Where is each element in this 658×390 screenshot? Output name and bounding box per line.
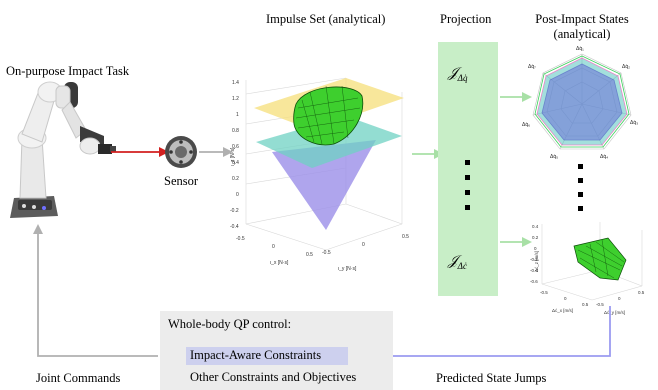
impulse-x-tick: 0 [272,244,275,250]
velocity-z-tick: 0.4 [532,224,539,229]
robot-arm-illustration [10,81,116,218]
velocity-plot: 0.4 0.2 0 -0.2 -0.4 -0.6 -0.5 0 0.5 0.5 … [530,222,645,315]
radar-axis-label: Δq̇₅ [550,154,558,160]
impulse-z-tick: 1.4 [232,80,239,86]
impulse-z-tick: 0.6 [232,144,239,150]
velocity-x-tick: 0 [564,296,567,301]
radar-axis-label: Δq̇₃ [630,120,638,126]
impulse-z-tick: 1.2 [232,96,239,102]
radar-plot: Δq̇₁ Δq̇₂ Δq̇₃ Δq̇₄ Δq̇₅ Δq̇₆ Δq̇₇ [522,46,638,160]
impulse-z-tick: 0.4 [232,160,239,166]
velocity-x-tick: 0.5 [582,302,589,307]
velocity-y-axis-label: Δċ_y [m/s] [604,310,625,315]
radar-axis-label: Δq̇₂ [622,64,630,70]
impulse-y-tick: 0 [362,242,365,248]
sensor-illustration [165,136,197,168]
sensor-to-impulse-arrow [199,147,233,157]
velocity-z-tick: -0.6 [530,279,538,284]
impact-aware-highlight [186,347,348,365]
other-constraints: Other Constraints and Objectives [190,370,357,384]
projection-to-radar-arrow [500,92,532,102]
impulse-set-label: Impulse Set (analytical) [266,12,386,26]
projection-box: 𝒥Δq̇ 𝒥Δċ [438,42,498,296]
radar-axis-label: Δq̇₄ [600,154,608,160]
radar-axis-label: Δq̇₇ [528,64,536,70]
velocity-z-tick: -0.2 [530,257,538,262]
post-impact-title-line1: Post-Impact States [535,12,629,26]
states-ellipsis [578,164,583,211]
joint-commands-arrow [33,224,158,357]
impulse-z-tick: 0.8 [232,128,239,134]
task-label: On-purpose Impact Task [6,64,130,78]
projection-top-operator: 𝒥Δq̇ [448,66,468,83]
velocity-x-axis-label: Δċ_x [m/s] [552,308,573,313]
sensor-label: Sensor [164,174,199,188]
velocity-z-tick: 0.2 [532,235,539,240]
joint-commands-label: Joint Commands [36,371,121,385]
projection-label: Projection [440,12,492,26]
impulse-z-tick: -0.4 [230,224,239,230]
velocity-y-tick: -0.5 [596,302,604,307]
impulse-y-tick: 0.5 [402,234,409,240]
velocity-z-tick: -0.4 [530,268,538,273]
impulse-z-axis-label: ι_z [N·s] [230,147,236,166]
velocity-y-tick: 0 [618,296,621,301]
impulse-z-tick: 0.2 [232,176,239,182]
impact-aware-constraints: Impact-Aware Constraints [190,348,322,362]
impulse-set-plot: 1.4 1.2 1 0.8 0.6 0.4 0.2 0 -0.2 -0.4 -0… [230,77,409,272]
radar-axis-label: Δq̇₆ [522,122,530,128]
predicted-state-jumps-label: Predicted State Jumps [436,371,547,385]
impulse-x-tick: 0.5 [306,252,313,258]
qp-control-title: Whole-body QP control: [168,317,292,331]
impulse-x-tick: -0.5 [236,236,245,242]
projection-bottom-operator: 𝒥Δċ [448,254,467,271]
impulse-z-tick: 1 [236,112,239,118]
impulse-z-tick: -0.2 [230,208,239,214]
projection-to-velocity-arrow [500,237,532,247]
radar-axis-label: Δq̇₁ [576,46,584,52]
velocity-y-tick: 0.5 [638,290,645,295]
impulse-y-axis-label: ι_y [N·s] [338,266,357,272]
impulse-y-tick: -0.5 [322,250,331,256]
projection-ellipsis [465,160,470,210]
impulse-z-tick: 0 [236,192,239,198]
impact-arrow [111,147,169,157]
post-impact-title-line2: (analytical) [553,27,611,41]
velocity-z-tick: 0 [534,246,537,251]
impulse-x-axis-label: ι_x [N·s] [270,260,289,266]
qp-control-box: Whole-body QP control: Impact-Aware Cons… [160,311,393,390]
velocity-x-tick: -0.5 [540,290,548,295]
velocity-z-axis-label: Δċ_z [m/s] [534,251,539,272]
